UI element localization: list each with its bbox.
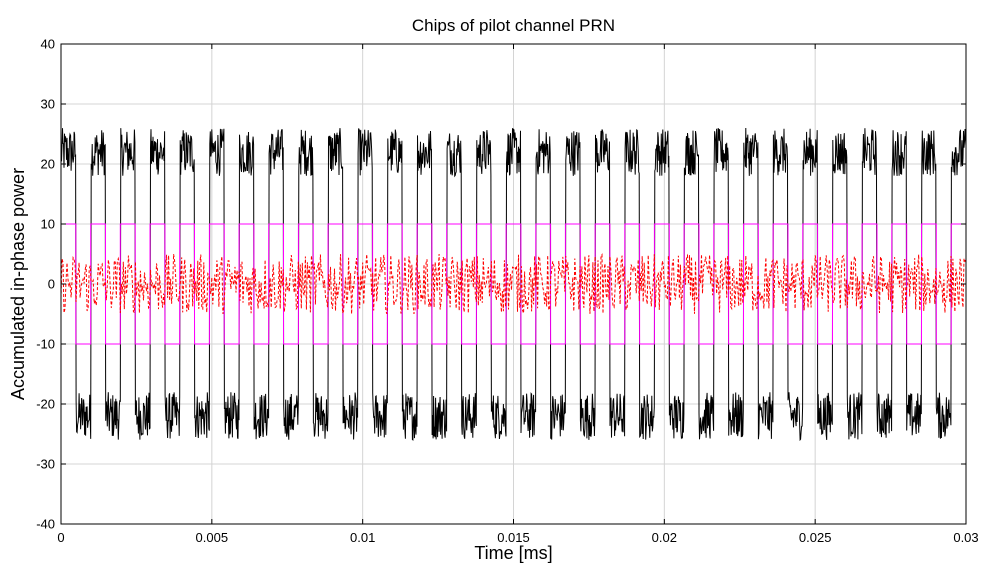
series-group <box>60 127 967 442</box>
y-tick-label: -20 <box>36 397 55 412</box>
y-tick-label: -30 <box>36 457 55 472</box>
x-tick-label: 0.015 <box>497 530 530 545</box>
chart-title: Chips of pilot channel PRN <box>412 16 615 35</box>
x-tick-label: 0 <box>57 530 64 545</box>
y-tick-label: 0 <box>48 277 55 292</box>
y-axis-label: Accumulated in-phase power <box>8 168 28 400</box>
ticks: 0 0.005 0.01 0.015 0.02 0.025 0.03 -40 -30 -20 -10… <box>36 37 978 546</box>
y-tick-label: 30 <box>41 97 55 112</box>
grid <box>61 44 966 524</box>
y-tick-label: -40 <box>36 517 55 532</box>
y-tick-label: 20 <box>41 157 55 172</box>
y-tick-label: 40 <box>41 37 55 52</box>
series-line-black <box>60 127 967 442</box>
y-tick-label: -10 <box>36 337 55 352</box>
series-line-magenta <box>61 223 966 345</box>
x-tick-label: 0.025 <box>799 530 832 545</box>
y-tick-label: 10 <box>41 217 55 232</box>
x-tick-label: 0.02 <box>652 530 677 545</box>
series-line-red <box>60 253 967 315</box>
x-tick-label: 0.005 <box>196 530 229 545</box>
x-tick-label: 0.01 <box>350 530 375 545</box>
x-axis-label: Time [ms] <box>474 543 552 563</box>
x-tick-label: 0.03 <box>953 530 978 545</box>
